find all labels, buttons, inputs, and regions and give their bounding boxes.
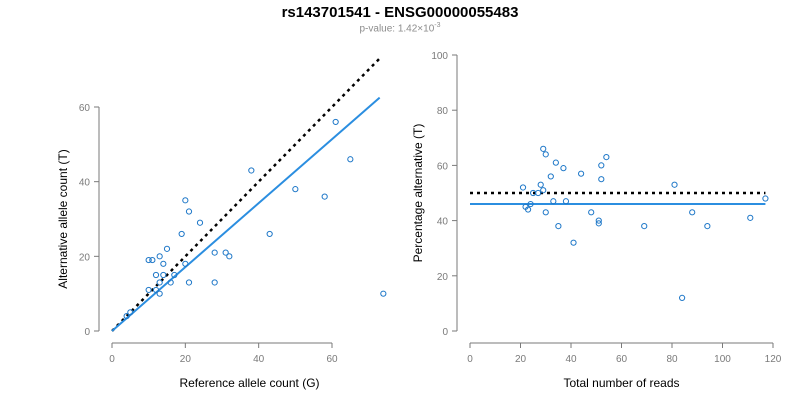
y-tick-label: 0 (442, 327, 448, 338)
fit-line (111, 96, 381, 332)
x-axis-title: Total number of reads (563, 376, 679, 390)
data-point (196, 219, 204, 226)
data-point (540, 145, 547, 152)
x-tick-label: 60 (616, 354, 628, 365)
data-point (598, 162, 605, 169)
data-point (689, 209, 696, 216)
data-point (578, 170, 585, 177)
y-tick-label: 40 (437, 217, 449, 228)
data-point (222, 249, 229, 256)
data-point (535, 189, 542, 197)
data-point (547, 173, 554, 180)
pvalue-exponent: -3 (434, 22, 441, 29)
data-point (762, 195, 769, 202)
y-tick-label: 100 (431, 51, 448, 62)
data-point (211, 279, 218, 286)
data-point (160, 260, 167, 267)
y-tick-label: 40 (79, 178, 91, 189)
data-point (540, 187, 547, 194)
data-point (671, 181, 678, 188)
data-point (211, 249, 218, 256)
x-tick-label: 0 (109, 354, 115, 365)
data-point (248, 167, 255, 174)
data-point (588, 209, 595, 216)
data-point (156, 253, 163, 260)
data-point (145, 256, 152, 264)
y-tick-label: 0 (84, 327, 90, 338)
left-panel-allele-counts: 0 20 40 60 0 20 40 60 Reference allele count (G)… (56, 57, 387, 390)
data-point (542, 151, 549, 158)
data-point (152, 271, 160, 279)
data-point (679, 294, 686, 301)
data-point (603, 154, 610, 161)
x-tick-label: 40 (565, 354, 577, 365)
data-point (570, 239, 577, 246)
x-tick-label: 120 (765, 354, 782, 365)
data-point (595, 217, 602, 224)
data-point (292, 186, 299, 193)
data-point (171, 271, 178, 279)
data-point (537, 181, 544, 188)
data-point (123, 312, 130, 320)
y-axis-title: Percentage alternative (T) (411, 124, 425, 263)
x-tick-label: 40 (253, 354, 265, 365)
x-axis-title: Reference allele count (G) (179, 376, 319, 390)
data-point (332, 118, 339, 126)
pvalue-subtitle: p-value: 1.42×10-3 (0, 22, 800, 34)
data-point (550, 198, 557, 205)
x-tick-label: 0 (467, 354, 473, 365)
y-tick-label: 20 (437, 272, 449, 283)
right-panel-percentage: 0 20 40 60 80 100 120 0 20 40 60 80 100 Total number … (411, 51, 782, 390)
y-tick-label: 60 (79, 103, 91, 114)
data-point (562, 198, 570, 205)
data-point (598, 176, 605, 183)
data-point (347, 156, 354, 163)
data-point (182, 260, 189, 267)
data-point (156, 290, 163, 297)
data-point (380, 290, 387, 297)
x-tick-label: 20 (180, 354, 192, 365)
y-axis-title: Alternative allele count (T) (56, 149, 70, 288)
data-point (149, 256, 156, 264)
data-point (747, 214, 754, 221)
data-point (555, 223, 562, 230)
data-point (266, 230, 273, 238)
x-tick-label: 20 (515, 354, 527, 365)
data-point (641, 223, 648, 230)
reference-dotted-line (111, 57, 381, 332)
data-point (226, 253, 233, 260)
data-point (185, 279, 193, 286)
pvalue-text: p-value: 1.42×10 (359, 23, 435, 35)
x-tick-label: 100 (714, 354, 731, 365)
data-point (524, 206, 532, 213)
y-tick-label: 20 (79, 252, 91, 263)
data-point (519, 184, 527, 191)
data-point (185, 208, 193, 215)
data-point (127, 309, 134, 316)
y-tick-label: 80 (437, 106, 449, 117)
data-point (152, 286, 160, 294)
data-point (552, 159, 559, 166)
data-point (178, 230, 185, 238)
data-point (321, 193, 328, 200)
data-point (527, 200, 534, 208)
data-point (145, 286, 152, 294)
data-point (163, 245, 171, 252)
data-point (156, 279, 163, 286)
data-point (182, 197, 189, 204)
data-point (560, 165, 567, 172)
data-point (167, 279, 174, 286)
x-tick-label: 80 (666, 354, 678, 365)
data-point (595, 220, 602, 227)
y-tick-label: 60 (437, 161, 449, 172)
chart-title: rs143701541 - ENSG00000055483 (281, 4, 519, 21)
x-tick-label: 60 (326, 354, 338, 365)
data-point (160, 271, 167, 279)
data-point (542, 209, 549, 216)
data-point (704, 223, 711, 230)
